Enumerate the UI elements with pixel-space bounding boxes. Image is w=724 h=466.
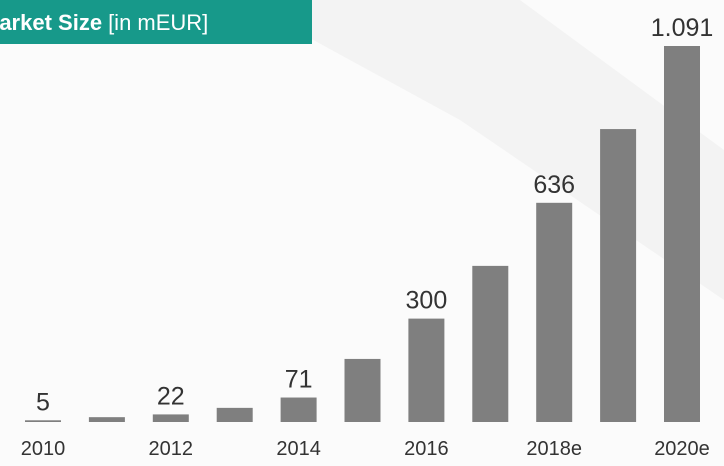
bar (536, 202, 573, 422)
chart-title: Market Size (0, 10, 102, 35)
bar (152, 414, 189, 422)
bar (664, 46, 700, 422)
title-box (0, 0, 312, 44)
value-label: 5 (36, 388, 50, 416)
x-tick-label: 2018e (526, 438, 582, 460)
x-tick-label: 2010 (21, 438, 66, 460)
bar (88, 417, 125, 422)
value-label: 1.091 (651, 14, 714, 42)
value-label: 636 (533, 171, 575, 199)
bar (216, 407, 253, 422)
bar (600, 129, 637, 422)
x-tick-label: 2020e (654, 438, 710, 460)
bar (280, 397, 317, 422)
value-label: 71 (285, 366, 313, 394)
bar (408, 318, 445, 422)
bar (472, 265, 509, 422)
value-label: 300 (406, 287, 448, 315)
chart-title-group: Market Size[in mEUR] (0, 10, 208, 35)
bar (344, 358, 381, 422)
chart-subtitle: [in mEUR] (108, 10, 208, 35)
bar (25, 420, 61, 422)
value-label: 22 (157, 382, 185, 410)
background-decor (240, 0, 724, 300)
x-tick-label: 2016 (404, 438, 449, 460)
x-tick-label: 2014 (276, 438, 321, 460)
x-tick-label: 2012 (149, 438, 194, 460)
